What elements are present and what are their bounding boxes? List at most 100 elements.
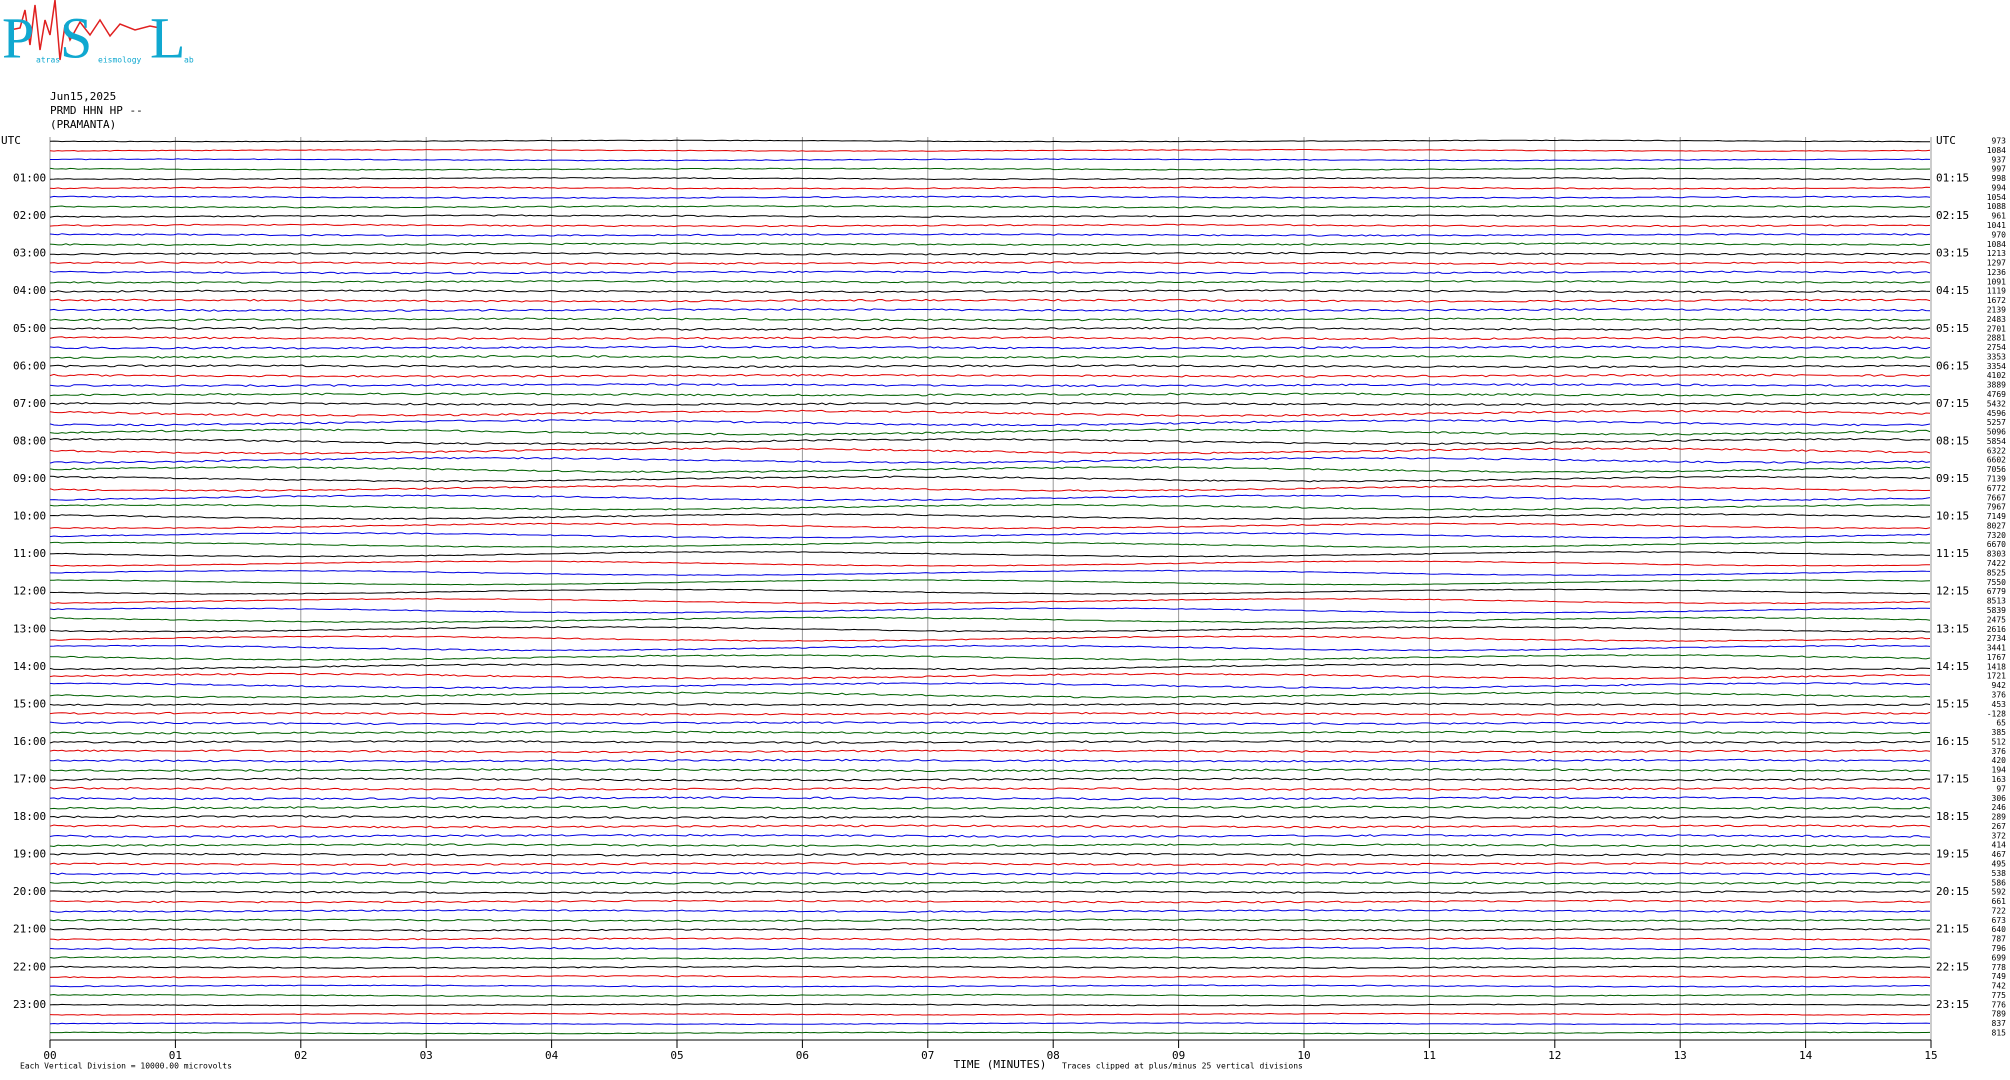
trace: [49, 730, 1931, 735]
trace: [49, 279, 1930, 284]
trace-scale: 420: [1992, 756, 2007, 765]
trace-scale: 7967: [1987, 503, 2006, 512]
right-time-label: UTC: [1936, 134, 1956, 147]
trace-scale: 970: [1992, 230, 2007, 239]
right-time-label: 23:15: [1936, 998, 1969, 1011]
right-time-label: 20:15: [1936, 885, 1969, 898]
trace-scale: 5839: [1987, 606, 2006, 615]
trace-scale: 289: [1992, 813, 2007, 822]
trace-scale: 942: [1992, 681, 2007, 690]
logo-letter: P: [2, 5, 34, 70]
trace: [49, 758, 1931, 763]
trace-scale: 8303: [1987, 550, 2006, 559]
station-name: (PRAMANTA): [50, 118, 116, 131]
right-time-label: 06:15: [1936, 359, 1969, 372]
x-tick-label: 04: [545, 1049, 559, 1062]
trace: [49, 862, 1931, 866]
trace: [49, 890, 1931, 894]
left-time-label: 18:00: [13, 810, 46, 823]
right-time-label: 09:15: [1936, 472, 1969, 485]
trace: [49, 541, 1931, 548]
trace-scale: 5432: [1987, 399, 2006, 408]
trace: [50, 158, 1931, 162]
trace: [50, 975, 1931, 979]
left-time-label: 14:00: [13, 660, 46, 673]
x-tick-label: 09: [1172, 1049, 1185, 1062]
trace-scale: 1084: [1987, 240, 2006, 249]
trace: [49, 984, 1931, 988]
trace-scale: 2701: [1987, 324, 2006, 333]
left-time-label: 02:00: [13, 209, 46, 222]
trace: [49, 364, 1931, 369]
right-time-label: 14:15: [1936, 660, 1969, 673]
trace: [49, 139, 1931, 143]
trace: [49, 485, 1931, 492]
trace-scale: 998: [1992, 174, 2007, 183]
trace-scale: 246: [1992, 803, 2007, 812]
trace-scale: 1084: [1987, 146, 2006, 155]
trace-scale: 796: [1992, 944, 2007, 953]
left-time-label: 05:00: [13, 322, 46, 335]
trace: [49, 223, 1931, 228]
trace-scale: 722: [1992, 906, 2007, 915]
trace: [49, 691, 1931, 699]
trace: [49, 777, 1931, 782]
trace-scale: 8513: [1987, 597, 2006, 606]
right-time-label: 03:15: [1936, 247, 1969, 260]
trace-scale: 7667: [1987, 493, 2006, 502]
trace-scale: 937: [1992, 155, 2007, 164]
trace-scale: 1767: [1987, 653, 2006, 662]
trace-scale: -128: [1987, 709, 2006, 718]
trace-scale: 997: [1992, 165, 2007, 174]
right-time-label: 10:15: [1936, 510, 1969, 523]
trace: [49, 437, 1931, 445]
trace-scale: 749: [1992, 972, 2007, 981]
left-time-label: UTC: [1, 134, 21, 147]
trace-scale: 2139: [1987, 306, 2006, 315]
trace-scale: 5257: [1987, 418, 2006, 427]
trace-scale: 3441: [1987, 644, 2006, 653]
trace: [49, 682, 1931, 689]
trace: [49, 522, 1931, 530]
trace-scale: 372: [1992, 831, 2007, 840]
right-time-label: 16:15: [1936, 735, 1969, 748]
right-time-label: 07:15: [1936, 397, 1969, 410]
trace: [49, 447, 1931, 455]
right-time-label: 11:15: [1936, 547, 1969, 560]
trace: [49, 475, 1931, 483]
trace: [49, 786, 1931, 791]
trace-scale: 6779: [1987, 587, 2006, 596]
x-tick-label: 06: [796, 1049, 809, 1062]
trace: [49, 409, 1931, 417]
left-time-label: 20:00: [13, 885, 46, 898]
trace: [49, 270, 1931, 275]
x-tick-label: 13: [1674, 1049, 1687, 1062]
x-tick-label: 07: [921, 1049, 934, 1062]
trace: [49, 233, 1931, 237]
trace-scale: 5854: [1987, 437, 2006, 446]
trace-scale: 2475: [1987, 615, 2006, 624]
trace-scale: 661: [1992, 897, 2007, 906]
clip-note: Traces clipped at plus/minus 25 vertical…: [1062, 1062, 1303, 1071]
trace-scale: 1213: [1987, 249, 2006, 258]
trace: [49, 927, 1931, 932]
trace: [49, 550, 1931, 558]
logo-word: atras: [36, 56, 60, 65]
trace-scale: 837: [1992, 1019, 2007, 1028]
right-time-label: 18:15: [1936, 810, 1969, 823]
trace-scale: 1091: [1987, 277, 2006, 286]
trace: [49, 805, 1931, 810]
left-time-label: 06:00: [13, 359, 46, 372]
trace: [49, 880, 1931, 885]
trace-scale: 7550: [1987, 578, 2006, 587]
trace: [49, 909, 1931, 913]
trace-scale: 815: [1992, 1029, 2007, 1038]
trace-scale: 673: [1992, 916, 2007, 925]
trace: [49, 796, 1931, 801]
trace: [49, 419, 1931, 427]
trace-scale: 2616: [1987, 625, 2006, 634]
trace: [49, 768, 1931, 773]
left-time-label: 21:00: [13, 923, 46, 936]
trace: [49, 635, 1931, 642]
trace: [49, 871, 1931, 876]
